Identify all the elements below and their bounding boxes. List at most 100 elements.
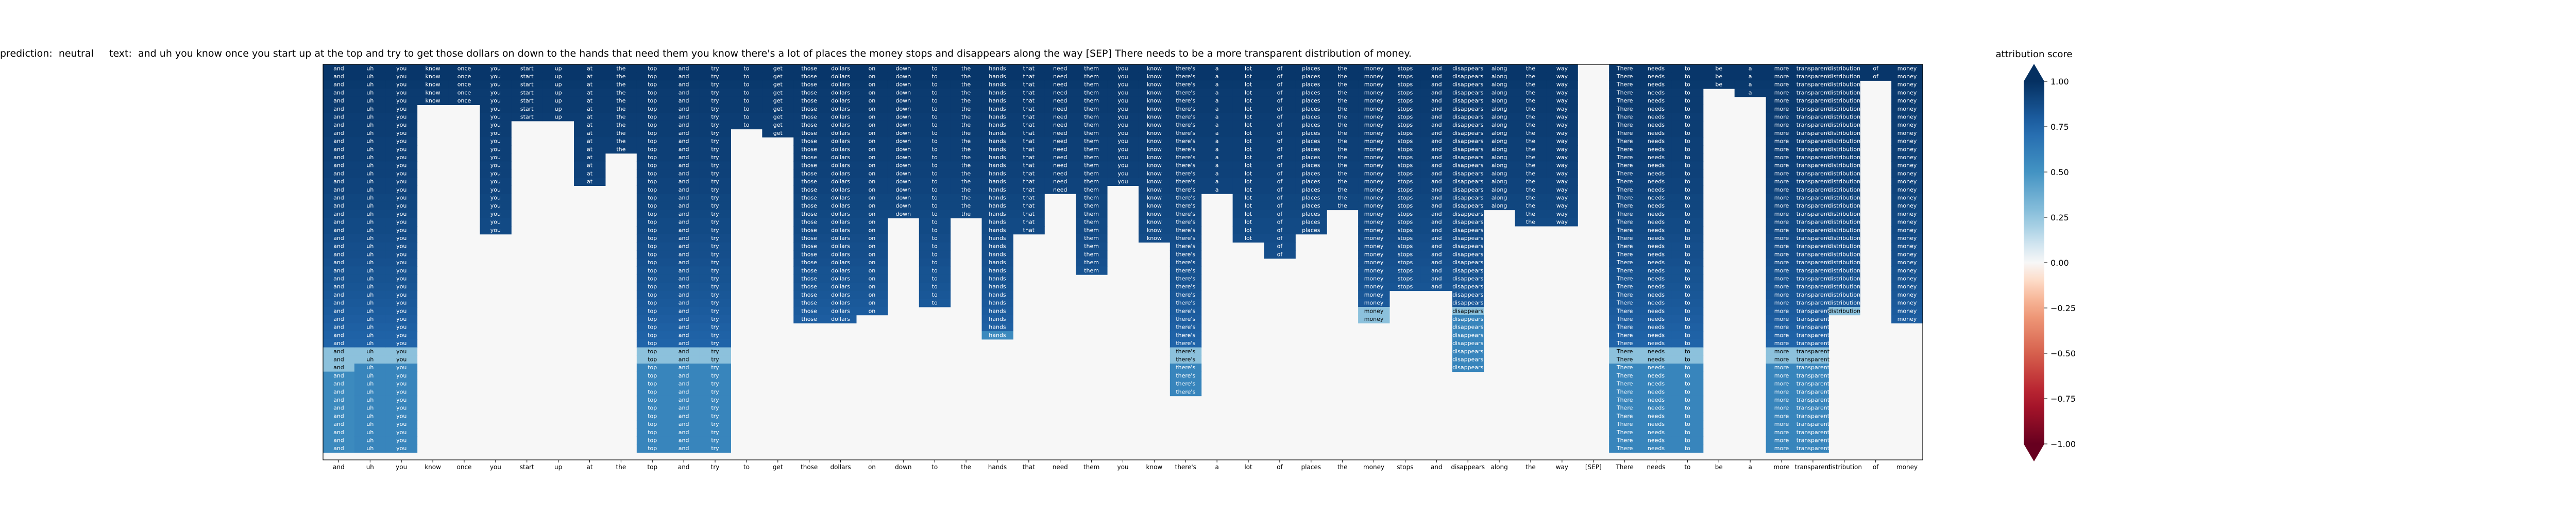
cell-token-label: and [679, 291, 689, 298]
heatmap-cell [1797, 169, 1829, 178]
cell-token-label: to [1685, 332, 1690, 338]
cell-token-label: you [490, 211, 501, 217]
cell-token-label: lot [1245, 227, 1252, 233]
cell-token-label: hands [989, 178, 1006, 185]
cell-token-label: the [961, 130, 971, 136]
cell-token-label: There [1616, 65, 1633, 72]
cell-token-label: needs [1648, 372, 1665, 379]
cell-token-label: try [711, 356, 719, 363]
heatmap-cell [1640, 347, 1672, 356]
heatmap-cell [1891, 153, 1923, 162]
cell-token-label: disappears [1452, 227, 1484, 233]
cell-token-label: way [1556, 81, 1568, 88]
cell-token-label: top [648, 413, 657, 419]
cell-token-label: places [1302, 122, 1320, 128]
heatmap-cell [981, 113, 1013, 122]
cell-token-label: distribution [1828, 122, 1860, 128]
heatmap-cell [636, 436, 669, 445]
cell-token-label: hands [989, 65, 1006, 72]
x-tick-label: dollars [830, 464, 851, 471]
cell-token-label: try [711, 372, 719, 379]
cell-token-label: them [1084, 65, 1099, 72]
cell-token-label: and [1431, 106, 1442, 112]
heatmap-cell [1766, 80, 1798, 89]
cell-token-label: transparent [1797, 122, 1830, 128]
heatmap-cell [856, 218, 888, 227]
cell-token-label: that [1023, 122, 1035, 128]
heatmap-cell [323, 242, 355, 251]
heatmap-cell [1358, 129, 1390, 138]
cell-token-label: top [648, 122, 657, 128]
cell-token-label: know [1147, 162, 1162, 169]
cell-token-label: those [801, 170, 817, 177]
heatmap-cell [950, 194, 982, 202]
cell-token-label: There [1616, 397, 1633, 403]
heatmap-cell [793, 113, 825, 122]
cell-token-label: transparent [1797, 146, 1830, 152]
cell-token-label: a [1215, 65, 1219, 72]
cell-token-label: and [679, 146, 689, 152]
cell-token-label: those [801, 146, 817, 152]
heatmap-cell [668, 234, 700, 243]
heatmap-cell [1515, 96, 1547, 105]
cell-token-label: uh [366, 291, 374, 298]
cell-token-label: and [679, 445, 689, 452]
heatmap-cell [699, 72, 731, 81]
heatmap-cell [1828, 105, 1860, 113]
cell-token-label: way [1556, 122, 1568, 128]
cell-token-label: dollars [831, 211, 850, 217]
heatmap-cell [1797, 113, 1829, 122]
heatmap-cell [856, 96, 888, 105]
heatmap-cell [1609, 194, 1641, 202]
heatmap-cell [1420, 218, 1453, 227]
heatmap-cell [1828, 137, 1860, 146]
cell-token-label: up [555, 106, 562, 112]
cell-token-label: and [333, 243, 344, 250]
cell-token-label: distribution [1828, 259, 1860, 266]
cell-token-label: distribution [1828, 89, 1860, 96]
heatmap-cell [919, 137, 951, 146]
cell-token-label: There [1616, 170, 1633, 177]
cell-token-label: top [648, 219, 657, 226]
heatmap-cell [1640, 153, 1672, 162]
heatmap-cell [1389, 226, 1421, 235]
cell-token-label: there's [1176, 316, 1195, 322]
heatmap-cell [856, 137, 888, 146]
cell-token-label: money [1364, 300, 1384, 306]
heatmap-cell [1138, 145, 1171, 154]
cell-token-label: the [616, 138, 625, 145]
heatmap-cell [1264, 234, 1296, 243]
heatmap-cell [699, 129, 731, 138]
cell-token-label: you [396, 267, 406, 274]
colorbar-extend-min [2024, 444, 2044, 461]
cell-token-label: needs [1648, 316, 1665, 322]
cell-token-label: there's [1176, 307, 1195, 314]
cell-token-label: disappears [1452, 283, 1484, 290]
heatmap-cell [1264, 153, 1296, 162]
cell-token-label: lot [1245, 73, 1252, 80]
cell-token-label: there's [1176, 81, 1195, 88]
heatmap-cell [762, 121, 794, 130]
cell-token-label: stops [1398, 73, 1413, 80]
cell-token-label: get [773, 130, 783, 136]
cell-token-label: more [1774, 276, 1789, 282]
heatmap-cell [950, 185, 982, 194]
heatmap-cell [1420, 177, 1453, 186]
heatmap-cell [919, 210, 951, 218]
cell-token-label: to [1685, 219, 1690, 226]
cell-token-label: up [555, 114, 562, 121]
cell-token-label: try [711, 219, 719, 226]
cell-token-label: the [1526, 73, 1535, 80]
cell-token-label: uh [366, 73, 374, 80]
cell-token-label: them [1084, 227, 1099, 233]
heatmap-cell [1671, 371, 1704, 380]
heatmap-cell [1170, 121, 1202, 130]
heatmap-cell [1264, 137, 1296, 146]
heatmap-cell [856, 113, 888, 122]
heatmap-cell [1420, 234, 1453, 243]
cell-token-label: and [679, 138, 689, 145]
cell-token-label: to [932, 276, 938, 282]
heatmap-cell [1640, 404, 1672, 413]
cell-token-label: lot [1245, 138, 1252, 145]
heatmap-cell [323, 194, 355, 202]
